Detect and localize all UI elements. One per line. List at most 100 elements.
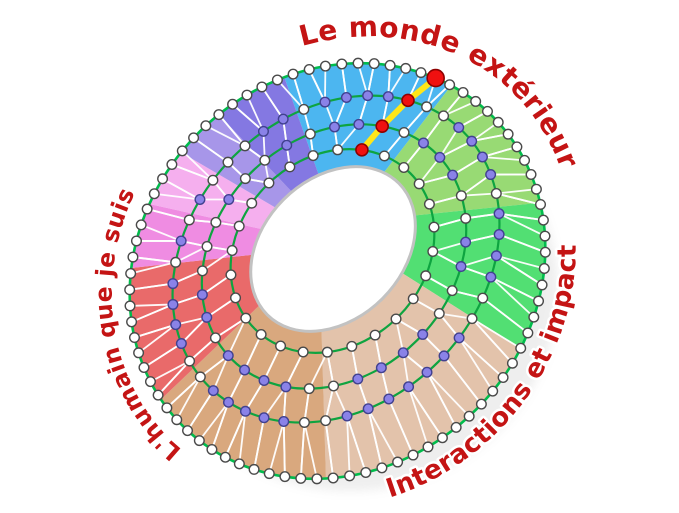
outer-node [450,421,462,433]
ring3-node [341,410,353,422]
ring3-node [477,292,489,304]
mesh-line [162,178,201,201]
outer-node [515,342,527,354]
mesh-line [418,156,441,185]
outer-node [271,74,283,86]
mesh-line [387,67,407,98]
red-handle-node[interactable] [353,141,370,158]
ring2-node [455,190,467,202]
ring1-node [407,293,419,305]
outer-node [422,441,434,453]
red-handle-node[interactable] [374,118,391,135]
outer-node [492,116,504,128]
red-handle-node[interactable] [400,92,417,109]
outer-node [497,371,509,383]
mesh-line [244,380,265,412]
outer-node [457,87,469,99]
mesh-line [205,124,246,147]
ring2-node [398,126,410,138]
mesh-line [243,334,262,371]
ring2-node [328,380,340,392]
ring3-node [183,214,195,226]
outer-node [157,173,169,185]
ring2-node [434,151,446,163]
ring3-node [485,271,497,283]
ring2-node [210,216,222,228]
outer-node [287,68,299,80]
ring3-node [485,169,497,181]
ring1-node [369,329,381,341]
ring3-node [184,355,196,367]
ring1-node [263,177,275,189]
mesh-line [496,192,541,206]
ring3-node [222,396,234,408]
mesh-line [143,342,182,369]
mesh-line [498,212,544,221]
ring3-node [340,91,352,103]
ring3-node [277,113,289,125]
outer-node [213,109,225,121]
mesh-line [324,385,335,421]
outer-node [200,120,212,132]
sector-tan-light[interactable] [250,240,529,513]
ring2-node [455,261,467,273]
outer-node [148,188,160,200]
ring2-node [417,137,429,149]
sector-blue[interactable] [253,0,461,206]
mesh-line [140,224,182,242]
outer-node [327,472,339,484]
ring2-node [281,139,293,151]
outer-node [219,451,231,463]
red-handle-node[interactable] [424,66,448,90]
mesh-line [308,69,326,103]
ring3-node [194,371,206,383]
mesh-line [227,317,247,357]
mesh-line [439,140,473,159]
mesh-line [340,63,348,98]
outer-node [537,214,549,226]
sector-pink-light[interactable] [139,133,279,273]
mesh-line [292,73,305,110]
ring3-node [175,338,187,350]
mesh-line [146,208,190,221]
outer-node [525,168,537,180]
ring1-node [230,292,242,304]
mesh-line [452,156,483,176]
mesh-line [426,371,470,417]
ring1-node [284,161,296,173]
ring2-node [460,212,472,224]
mesh-line [180,316,208,345]
outer-node [528,311,540,323]
mesh-line [443,100,477,117]
outer-node [161,402,173,414]
mesh-line [357,62,369,96]
mesh-line [138,323,177,354]
mesh-line [285,351,304,388]
mesh-line [461,192,497,197]
ring3-node [453,332,465,344]
outer-node [481,105,493,117]
ring1-node [427,245,439,257]
mesh-line [458,337,494,392]
mesh-line [224,410,247,458]
outer-node [295,472,307,484]
outer-node [135,219,147,231]
ring2-node [280,381,292,393]
mesh-line [324,420,335,479]
sector-red[interactable] [80,201,281,402]
mesh-line [482,156,525,162]
outer-node [506,357,518,369]
ring1-node [398,161,410,173]
ring3-node [170,256,182,268]
outer-node [124,300,136,312]
ring2-node [460,236,472,248]
mesh-line [402,352,410,387]
mesh-line [218,114,246,147]
ring3-node [319,96,331,108]
ring2-node [223,194,235,206]
mesh-line [496,188,537,195]
mesh-line [253,417,265,470]
ring3-node [493,229,505,241]
mesh-line [439,126,460,158]
outer-node [392,456,404,468]
